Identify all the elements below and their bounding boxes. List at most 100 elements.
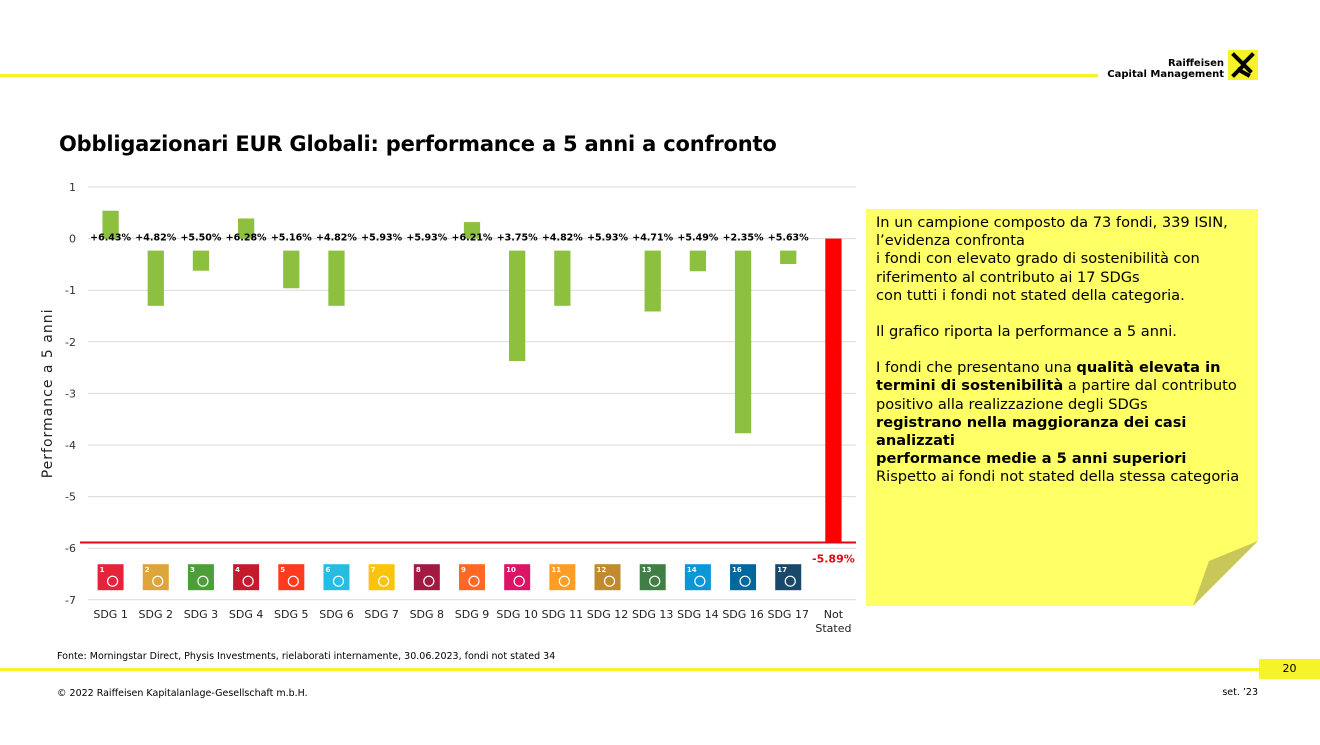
- sdg-icon-number: 13: [642, 566, 652, 574]
- sdg-icon-number: 6: [325, 566, 330, 574]
- note-fragment: qualità elevata in: [1076, 359, 1221, 377]
- y-tick-label: -4: [65, 439, 76, 452]
- note-line: con tutti i fondi not stated della categ…: [876, 286, 1185, 304]
- data-label: +2.35%: [723, 233, 764, 244]
- data-label: +5.93%: [406, 233, 447, 244]
- y-tick-label: -7: [65, 594, 76, 607]
- x-tick-label: Stated: [815, 622, 851, 635]
- note-line: positivo alla realizzazione degli SDGs: [876, 395, 1148, 413]
- sdg-icon-number: 3: [190, 566, 195, 574]
- sdg-icon-number: 17: [777, 566, 787, 574]
- sdg-icon-glyph: [513, 575, 525, 587]
- bar: [644, 250, 661, 312]
- sdg-icon-glyph: [784, 575, 796, 587]
- note-line: I fondi che presentano una qualità eleva…: [876, 359, 1251, 377]
- sdg-icon-number: 2: [145, 566, 150, 574]
- y-axis-label: Performance a 5 anni: [40, 309, 56, 479]
- note-line: termini di sostenibilità a partire dal c…: [876, 377, 1251, 395]
- x-tick-label: SDG 14: [677, 608, 718, 621]
- sdg-icon-glyph: [287, 575, 299, 587]
- source-note: Fonte: Morningstar Direct, Physis Invest…: [57, 651, 556, 662]
- sdg-icon-number: 10: [506, 566, 516, 574]
- x-tick-label: SDG 8: [410, 608, 444, 621]
- x-tick-label: SDG 4: [229, 608, 263, 621]
- sdg-icon-glyph: [603, 575, 616, 587]
- data-label: +6.21%: [452, 233, 493, 244]
- sdg-icon-number: 9: [461, 566, 466, 574]
- x-tick-label: SDG 12: [587, 608, 628, 621]
- copyright: © 2022 Raiffeisen Kapitalanlage-Gesellsc…: [57, 688, 308, 699]
- raiffeisen-logo-icon: [1228, 50, 1258, 80]
- data-label: +4.82%: [135, 233, 176, 244]
- sdg-icon-glyph: [739, 575, 751, 587]
- note-fragment: I fondi che presentano una: [876, 359, 1077, 377]
- brand-line-1: Raiffeisen: [1167, 58, 1224, 69]
- note-text: In un campione composto da 73 fondi, 339…: [876, 214, 1251, 505]
- note-fragment: a partire dal contributo: [1063, 377, 1237, 395]
- data-label: +5.50%: [180, 233, 221, 244]
- page-number: 20: [1259, 659, 1320, 679]
- sdg-icon-glyph: [332, 575, 345, 587]
- sdg-icon-number: 7: [371, 566, 376, 574]
- bar: [147, 250, 164, 306]
- note-box: In un campione composto da 73 fondi, 339…: [866, 209, 1258, 606]
- data-label: +4.71%: [632, 233, 673, 244]
- header-rule: [0, 74, 1098, 77]
- data-label: +5.16%: [271, 233, 312, 244]
- note-line: l’evidenza confronta: [876, 232, 1025, 250]
- sdg-icon-glyph: [378, 575, 390, 587]
- data-label: +4.82%: [316, 233, 357, 244]
- x-tick-label: SDG 2: [139, 608, 173, 621]
- note-line: registrano nella maggioranza dei casi an…: [876, 413, 1187, 450]
- note-line: Rispetto ai fondi not stated della stess…: [876, 468, 1240, 486]
- sdg-icon-number: 11: [551, 566, 561, 574]
- x-tick-label: SDG 10: [496, 608, 537, 621]
- data-label: +5.49%: [677, 233, 718, 244]
- sdg-icon-glyph: [649, 575, 661, 587]
- data-label: +5.63%: [768, 233, 809, 244]
- y-tick-label: -3: [65, 387, 76, 400]
- bar: [328, 250, 345, 306]
- note-line: Il grafico riporta la performance a 5 an…: [876, 323, 1177, 341]
- bar: [192, 250, 210, 271]
- sdg-icon-number: 4: [235, 566, 240, 574]
- bar: [689, 250, 707, 272]
- sdg-icon-glyph: [152, 575, 164, 587]
- note-line: performance medie a 5 anni superiori: [876, 450, 1187, 468]
- x-tick-label: SDG 13: [632, 608, 673, 621]
- sdg-icon-number: 12: [597, 566, 607, 574]
- sdg-icon-number: 5: [280, 566, 285, 574]
- bar: [283, 250, 300, 289]
- bar: [463, 222, 481, 239]
- y-tick-label: 0: [69, 233, 76, 246]
- sdg-icon-glyph: [558, 575, 570, 587]
- data-label: +5.93%: [587, 233, 628, 244]
- footer-rule: [0, 668, 1259, 671]
- bar: [780, 250, 797, 265]
- sdg-icon-number: 14: [687, 566, 697, 574]
- y-tick-label: -5: [65, 491, 76, 504]
- sdg-icon-glyph: [423, 575, 435, 587]
- data-label: +6.43%: [90, 233, 131, 244]
- data-label: +5.93%: [361, 233, 402, 244]
- date-label: set. ’23: [1222, 687, 1258, 698]
- data-label: +4.82%: [542, 233, 583, 244]
- data-label: +6.28%: [226, 233, 267, 244]
- data-label: -5.89%: [812, 553, 855, 566]
- y-tick-label: -2: [65, 336, 76, 349]
- x-tick-label: SDG 17: [767, 608, 808, 621]
- x-tick-label: SDG 5: [274, 608, 308, 621]
- x-tick-label: SDG 3: [184, 608, 218, 621]
- bar-not-stated: [825, 238, 842, 543]
- note-line: In un campione composto da 73 fondi, 339…: [876, 214, 1228, 231]
- bar: [102, 210, 119, 239]
- x-tick-label: SDG 6: [319, 608, 353, 621]
- bar: [734, 250, 752, 434]
- bar: [554, 250, 571, 306]
- brand-line-2: Capital Management: [1107, 69, 1224, 80]
- x-tick-label: Not: [824, 608, 844, 621]
- x-tick-label: SDG 1: [93, 608, 127, 621]
- x-tick-label: SDG 7: [364, 608, 398, 621]
- sdg-icon-glyph: [694, 575, 706, 587]
